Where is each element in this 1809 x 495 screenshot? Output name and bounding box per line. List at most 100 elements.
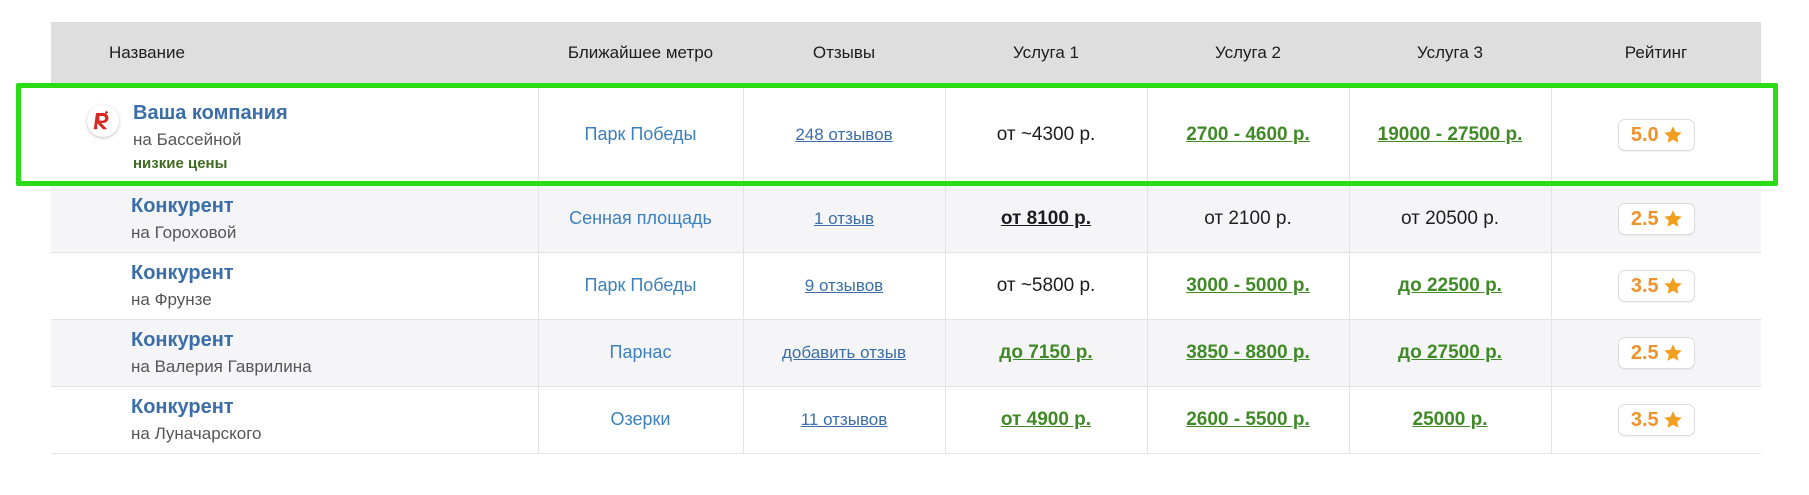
add-review-link[interactable]: добавить отзыв — [782, 343, 906, 362]
reviews-link[interactable]: 248 отзывов — [795, 124, 893, 144]
rating-value: 2.5 — [1630, 342, 1659, 364]
cell-rating: 2.5 — [1550, 185, 1761, 253]
rating-value: 3.5 — [1630, 275, 1659, 297]
rating-badge: 2.5 — [1617, 203, 1695, 235]
service-2-price[interactable]: 3850 - 8800 р. — [1186, 342, 1310, 363]
cell-rating: 2.5 — [1550, 319, 1761, 387]
table-row[interactable]: Конкурент на Гороховой Сенная площадь 1 … — [51, 185, 1761, 253]
cell-service-3: от 20500 р. — [1348, 185, 1551, 253]
column-header-name: Название — [51, 22, 538, 84]
star-icon — [1663, 276, 1683, 296]
column-header-metro: Ближайшее метро — [538, 22, 743, 84]
rating-badge: 2.5 — [1617, 337, 1695, 369]
cell-service-2: 2600 - 5500 р. — [1146, 386, 1349, 454]
table-header-row: Название Ближайшее метро Отзывы Услуга 1… — [51, 22, 1761, 84]
rating-value: 3.5 — [1630, 409, 1659, 431]
cell-service-3: до 27500 р. — [1348, 319, 1551, 387]
service-1-price: от ~4300 р. — [996, 123, 1096, 145]
company-address: на Луначарского — [131, 424, 262, 443]
cell-reviews: 11 отзывов — [742, 386, 945, 454]
service-1-price[interactable]: от 8100 р. — [1000, 208, 1092, 229]
company-address: на Бассейной — [133, 130, 242, 149]
competitor-comparison-table-wrapper: Название Ближайшее метро Отзывы Услуга 1… — [51, 22, 1761, 454]
service-2-price[interactable]: 2600 - 5500 р. — [1186, 409, 1310, 430]
cell-name: Конкурент на Фрунзе — [51, 252, 538, 320]
cell-name: Конкурент на Луначарского — [51, 386, 538, 454]
company-name[interactable]: Конкурент — [131, 329, 234, 351]
table-row[interactable]: Конкурент на Луначарского Озерки 11 отзы… — [51, 386, 1761, 454]
company-name[interactable]: Конкурент — [131, 262, 234, 284]
cell-name: Конкурент на Валерия Гаврилина — [51, 319, 538, 387]
reviews-link[interactable]: 9 отзывов — [804, 276, 884, 295]
star-icon — [1663, 343, 1683, 363]
company-name[interactable]: Ваша компания — [133, 102, 288, 124]
table-body: Ваша компания на Бассейной низкие цены П… — [51, 84, 1761, 454]
service-3-price[interactable]: до 27500 р. — [1398, 342, 1502, 363]
column-header-service-3: Услуга 3 — [1349, 22, 1551, 84]
rating-value: 2.5 — [1630, 208, 1659, 230]
cell-service-2: 3000 - 5000 р. — [1146, 252, 1349, 320]
cell-service-1: от ~5800 р. — [944, 252, 1147, 320]
service-3-price[interactable]: 19000 - 27500 р. — [1377, 123, 1523, 145]
cell-metro: Сенная площадь — [537, 185, 743, 253]
cell-metro: Озерки — [537, 386, 743, 454]
service-2-price[interactable]: 2700 - 4600 р. — [1186, 123, 1310, 145]
cell-service-1: от ~4300 р. — [944, 84, 1147, 186]
company-name[interactable]: Конкурент — [131, 396, 234, 418]
rating-value: 5.0 — [1630, 123, 1659, 146]
service-1-price: от ~5800 р. — [996, 275, 1096, 296]
service-2-price: от 2100 р. — [1204, 208, 1292, 229]
service-3-price: от 20500 р. — [1400, 208, 1500, 229]
metro-link[interactable]: Сенная площадь — [569, 208, 712, 228]
table-row[interactable]: Конкурент на Фрунзе Парк Победы 9 отзыво… — [51, 252, 1761, 320]
column-header-reviews: Отзывы — [743, 22, 945, 84]
cell-service-2: 3850 - 8800 р. — [1146, 319, 1349, 387]
rating-badge: 3.5 — [1617, 404, 1695, 436]
company-address: на Валерия Гаврилина — [131, 357, 312, 376]
cell-reviews: добавить отзыв — [742, 319, 945, 387]
company-tag: низкие цены — [133, 155, 228, 172]
cell-reviews: 9 отзывов — [742, 252, 945, 320]
cell-metro: Парк Победы — [537, 252, 743, 320]
star-icon — [1663, 209, 1683, 229]
company-address: на Гороховой — [131, 223, 237, 242]
cell-service-2: от 2100 р. — [1146, 185, 1349, 253]
metro-link[interactable]: Парк Победы — [584, 275, 697, 295]
cell-metro: Парк Победы — [537, 84, 743, 186]
service-1-price[interactable]: от 4900 р. — [1000, 409, 1092, 430]
cell-service-2: 2700 - 4600 р. — [1146, 84, 1349, 186]
cell-name: Ваша компания на Бассейной низкие цены — [51, 84, 538, 186]
cell-reviews: 248 отзывов — [742, 84, 945, 186]
company-address: на Фрунзе — [131, 290, 212, 309]
service-3-price[interactable]: до 22500 р. — [1398, 275, 1502, 296]
competitor-comparison-table: Название Ближайшее метро Отзывы Услуга 1… — [51, 22, 1761, 454]
service-1-price[interactable]: до 7150 р. — [999, 342, 1093, 363]
reviews-link[interactable]: 1 отзыв — [813, 209, 875, 228]
column-header-service-1: Услуга 1 — [945, 22, 1147, 84]
cell-reviews: 1 отзыв — [742, 185, 945, 253]
table-row-your-company[interactable]: Ваша компания на Бассейной низкие цены П… — [51, 84, 1761, 186]
star-icon — [1663, 125, 1683, 145]
column-header-service-2: Услуга 2 — [1147, 22, 1349, 84]
reviews-link[interactable]: 11 отзывов — [800, 410, 888, 429]
service-3-price[interactable]: 25000 р. — [1412, 409, 1488, 430]
cell-rating: 5.0 — [1550, 84, 1761, 186]
cell-name: Конкурент на Гороховой — [51, 185, 538, 253]
rating-badge: 5.0 — [1617, 118, 1695, 151]
table-header: Название Ближайшее метро Отзывы Услуга 1… — [51, 22, 1761, 84]
cell-service-3: 19000 - 27500 р. — [1348, 84, 1551, 186]
cell-metro: Парнас — [537, 319, 743, 387]
service-2-price[interactable]: 3000 - 5000 р. — [1186, 275, 1310, 296]
metro-link[interactable]: Парнас — [609, 342, 672, 362]
metro-link[interactable]: Парк Победы — [584, 123, 697, 144]
star-icon — [1663, 410, 1683, 430]
company-name[interactable]: Конкурент — [131, 195, 234, 217]
cell-rating: 3.5 — [1550, 252, 1761, 320]
column-header-rating: Рейтинг — [1551, 22, 1761, 84]
table-row[interactable]: Конкурент на Валерия Гаврилина Парнас до… — [51, 319, 1761, 387]
rating-badge: 3.5 — [1617, 270, 1695, 302]
metro-link[interactable]: Озерки — [610, 409, 671, 429]
company-logo-icon — [87, 105, 119, 137]
cell-rating: 3.5 — [1550, 386, 1761, 454]
